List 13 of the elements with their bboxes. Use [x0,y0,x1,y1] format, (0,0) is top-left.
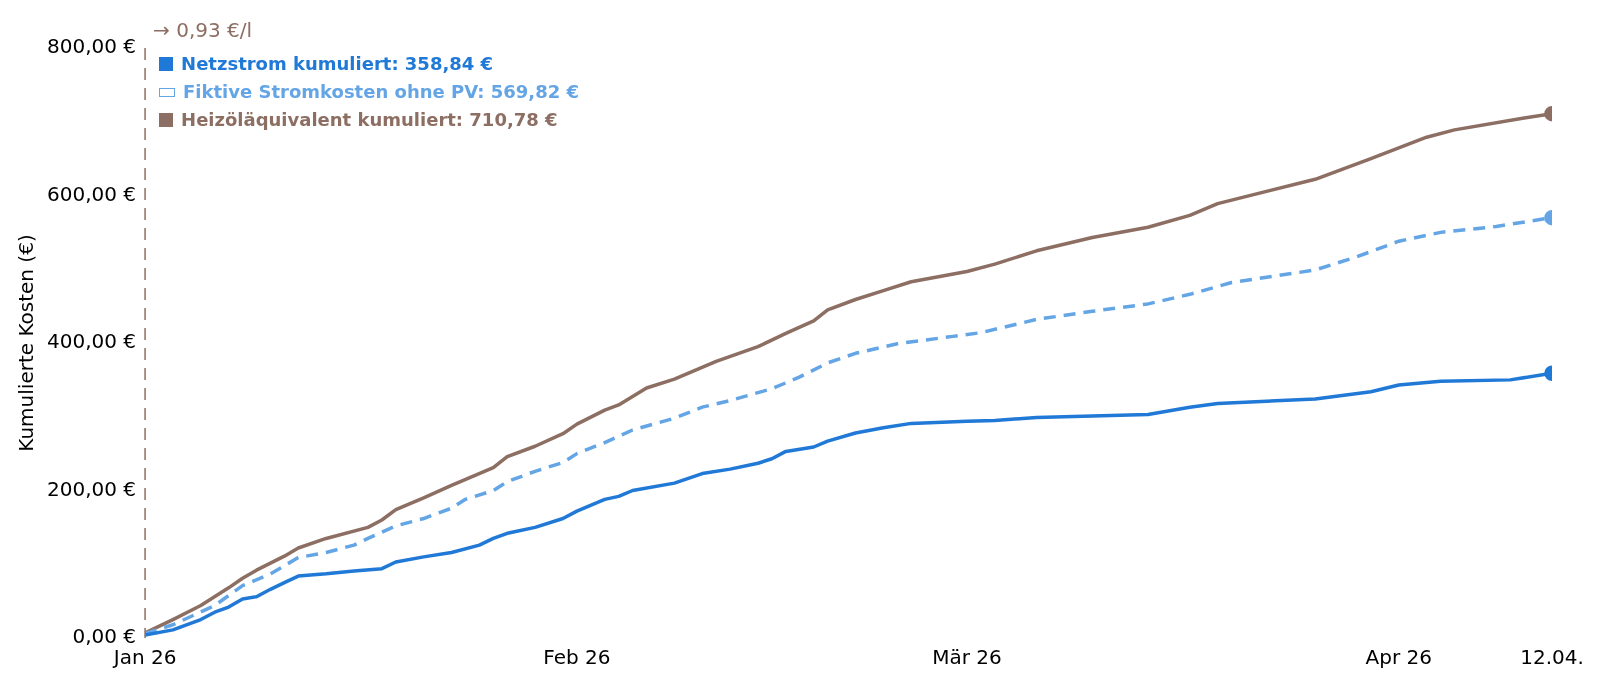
x-tick-label: 12.04. [1520,645,1584,670]
y-axis-title: Kumulierte Kosten (€) [14,234,39,452]
legend-label: Netzstrom kumuliert: 358,84 € [181,52,494,76]
y-tick-label: 200,00 € [47,476,137,501]
y-tick-label: 400,00 € [47,329,137,354]
x-tick-label: Apr 26 [1365,645,1432,670]
x-tick-label: Mär 26 [932,645,1002,670]
x-tick-label: Feb 26 [543,645,611,670]
y-tick-label: 600,00 € [47,181,137,206]
legend-label: Fiktive Stromkosten ohne PV: 569,82 € [183,80,580,104]
ref-line-label: → 0,93 €/l [153,18,253,43]
y-tick-label: 800,00 € [47,34,137,59]
legend-label: Heizöläquivalent kumuliert: 710,78 € [181,108,558,132]
